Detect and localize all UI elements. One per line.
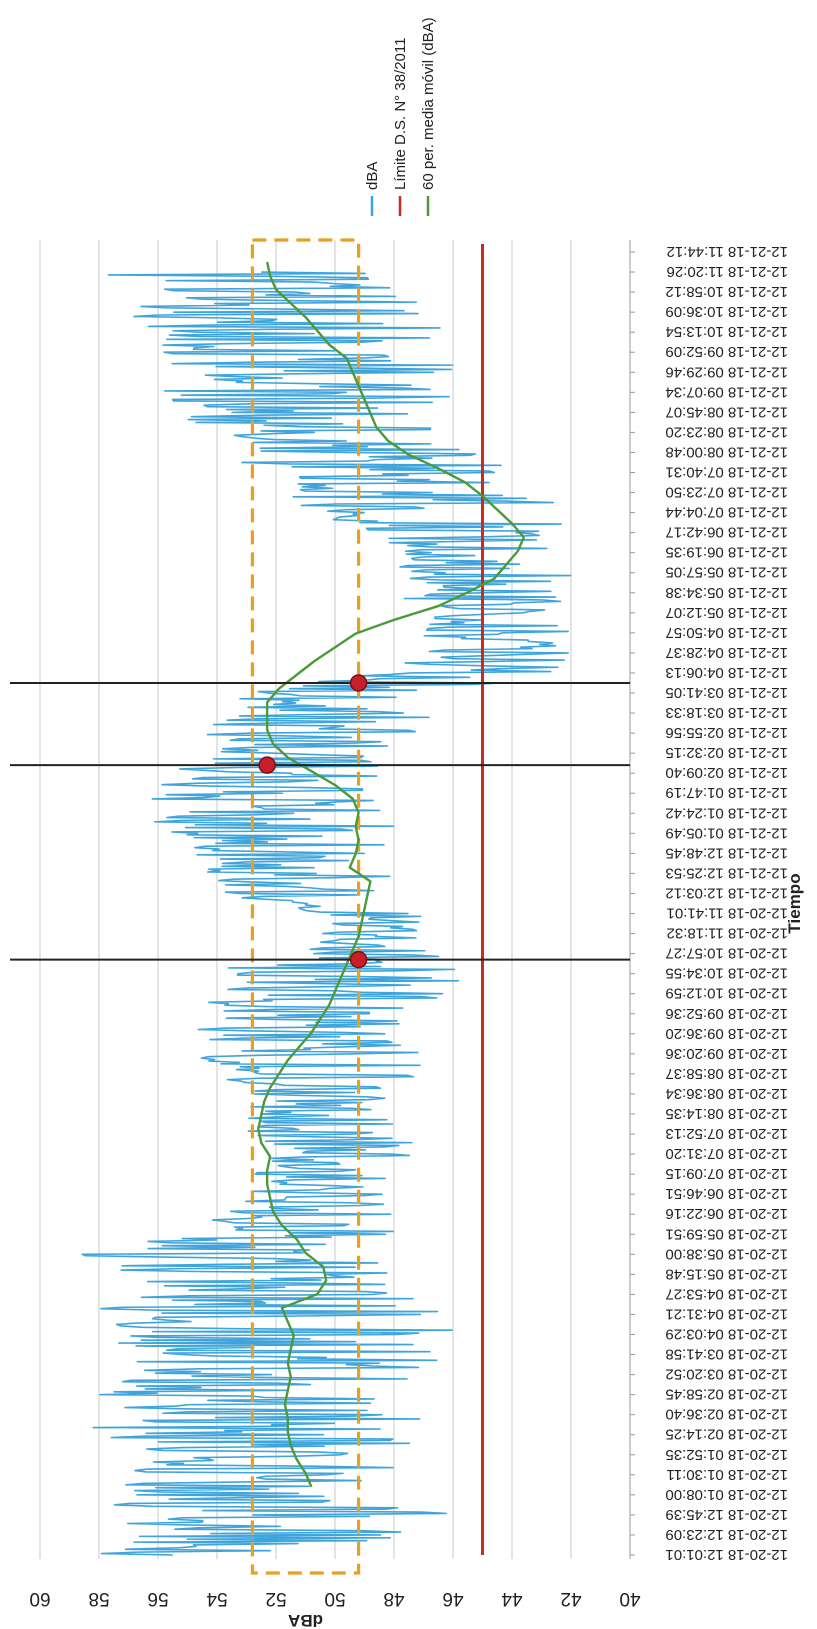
x-tick-label: 12-21-18 12:48:45 (665, 844, 788, 861)
marker-dot (349, 950, 368, 969)
reference-range-box (250, 238, 361, 1575)
vertical-markers (10, 674, 630, 969)
y-tick-labels: 40 42 44 46 48 50 52 54 56 58 60 (29, 1588, 640, 1609)
x-tick-label: 12-20-18 05:38:00 (665, 1245, 788, 1262)
x-tick-label: 12-20-18 01:52:35 (665, 1446, 788, 1463)
x-tick-label: 12-20-18 08:36:34 (665, 1085, 788, 1102)
x-tick-label: 12-21-18 03:41:05 (665, 684, 788, 701)
x-tick-label: 12-20-18 04:31:21 (665, 1305, 788, 1322)
x-tick-label: 12-20-18 01:30:11 (667, 1466, 789, 1483)
x-tick-label: 12-21-18 01:47:19 (665, 784, 788, 801)
marker-dot (349, 674, 368, 692)
x-tick-label: 12-21-18 07:23:50 (665, 484, 788, 501)
x-tick-label: 12-21-18 10:36:09 (665, 303, 788, 320)
moving-average-line (257, 261, 525, 1488)
x-tick-label: 12-20-18 04:53:27 (665, 1285, 788, 1302)
x-tick-label: 12-20-18 08:14:35 (665, 1105, 788, 1122)
y-tick-label: 58 (88, 1588, 109, 1609)
x-tick-label: 12-20-18 05:59:51 (665, 1225, 788, 1242)
x-tick-label: 12-21-18 11:20:26 (667, 263, 789, 280)
legend-label-moving-average: 60 per. media móvil (dBA) (420, 17, 437, 190)
x-tick-label: 12-21-18 12:03:12 (665, 884, 788, 901)
x-tick-label: 12-21-18 02:09:40 (665, 764, 788, 781)
x-tick-label: 12-21-18 05:34:38 (665, 584, 788, 601)
x-tick-label: 12-20-18 09:20:36 (665, 1045, 788, 1062)
x-tick-label: 12-21-18 09:29:46 (665, 363, 788, 380)
x-tick-label: 12-21-18 08:00:48 (665, 443, 788, 460)
y-tick-label: 40 (619, 1588, 640, 1609)
y-tick-label: 56 (147, 1588, 168, 1609)
x-tick-label: 12-21-18 11:44:12 (667, 243, 789, 260)
dba-series-line (81, 271, 572, 1556)
x-tick-label: 12-21-18 09:52:09 (665, 343, 788, 360)
x-tick-label: 12-20-18 12:23:09 (665, 1526, 788, 1543)
x-tick-label: 12-20-18 02:58:45 (665, 1386, 788, 1403)
x-tick-label: 12-21-18 04:50:57 (665, 624, 788, 641)
x-tick-label: 12-21-18 09:07:34 (665, 383, 788, 400)
y-axis-title: dBA (288, 1611, 323, 1629)
marker-dot (258, 756, 276, 774)
x-tick-labels: 12-20-18 12:01:01 12-20-18 12:23:09 12-20-… (630, 243, 788, 1563)
legend-label-limit: Límite D.S. N° 38/2011 (392, 38, 409, 190)
x-tick-label: 12-20-18 07:31:20 (665, 1145, 788, 1162)
x-tick-label: 12-21-18 10:58:12 (665, 283, 788, 300)
x-tick-label: 12-21-18 12:25:53 (665, 864, 788, 881)
legend-label-dba: dBA (364, 162, 381, 190)
legend: dBA Límite D.S. N° 38/2011 60 per. media… (364, 17, 437, 216)
x-tick-label: 12-21-18 03:18:33 (665, 704, 788, 721)
y-tick-label: 46 (442, 1588, 463, 1609)
x-tick-label: 12-20-18 09:36:20 (665, 1025, 788, 1042)
x-tick-label: 12-20-18 04:03:29 (665, 1325, 788, 1342)
x-tick-label: 12-20-18 06:22:16 (665, 1205, 788, 1222)
x-tick-label: 12-21-18 01:05:49 (665, 824, 788, 841)
y-tick-label: 42 (560, 1588, 581, 1609)
x-tick-label: 12-21-18 08:45:07 (665, 403, 788, 420)
x-axis-title: Tiempo (785, 873, 804, 933)
x-tick-label: 12-21-18 02:55:56 (665, 724, 788, 741)
x-tick-label: 12-21-18 05:12:07 (665, 604, 788, 621)
y-tick-label: 52 (265, 1588, 286, 1609)
x-tick-label: 12-20-18 03:41:58 (665, 1346, 788, 1363)
x-tick-label: 12-21-18 07:04:44 (665, 504, 788, 521)
x-tick-label: 12-20-18 10:12:59 (665, 985, 788, 1002)
x-tick-label: 12-20-18 09:52:36 (665, 1005, 788, 1022)
x-tick-label: 12-20-18 10:57:27 (665, 945, 788, 962)
y-tick-label: 60 (29, 1588, 50, 1609)
x-tick-label: 12-20-18 08:58:37 (665, 1065, 788, 1082)
x-tick-label: 12-21-18 04:06:13 (665, 664, 788, 681)
y-tick-label: 54 (206, 1588, 228, 1609)
x-tick-label: 12-21-18 06:42:17 (665, 524, 788, 541)
x-tick-label: 12-20-18 11:18:32 (667, 925, 789, 942)
dba-series (81, 271, 572, 1556)
x-tick-label: 12-20-18 07:09:15 (665, 1165, 788, 1182)
x-tick-label: 12-20-18 11:41:01 (667, 905, 789, 922)
x-tick-label: 12-20-18 05:15:48 (665, 1265, 788, 1282)
x-tick-label: 12-21-18 05:57:05 (665, 564, 788, 581)
y-tick-label: 44 (501, 1588, 523, 1609)
y-tick-label: 48 (383, 1588, 404, 1609)
x-tick-label: 12-20-18 02:14:25 (665, 1426, 788, 1443)
x-tick-label: 12-21-18 10:13:54 (665, 323, 788, 340)
x-tick-label: 12-21-18 07:40:31 (665, 464, 788, 481)
x-tick-label: 12-20-18 03:20:52 (665, 1366, 788, 1383)
x-tick-label: 12-21-18 08:23:20 (665, 423, 788, 440)
x-tick-label: 12-20-18 01:08:00 (665, 1486, 788, 1503)
y-tick-label: 50 (324, 1588, 345, 1609)
x-tick-label: 12-21-18 04:28:37 (665, 644, 788, 661)
x-tick-label: 12-20-18 07:52:13 (665, 1125, 788, 1142)
x-tick-label: 12-21-18 06:19:35 (665, 544, 788, 561)
x-tick-label: 12-21-18 02:32:15 (665, 744, 788, 761)
x-tick-label: 12-20-18 12:45:39 (665, 1506, 788, 1523)
gridlines (39, 240, 631, 1559)
x-tick-label: 12-20-18 12:01:01 (665, 1546, 788, 1563)
x-tick-label: 12-20-18 10:34:55 (665, 965, 788, 982)
x-tick-label: 12-20-18 06:46:51 (665, 1185, 788, 1202)
x-tick-label: 12-21-18 01:24:42 (665, 804, 788, 821)
x-tick-label: 12-20-18 02:36:40 (665, 1406, 788, 1423)
